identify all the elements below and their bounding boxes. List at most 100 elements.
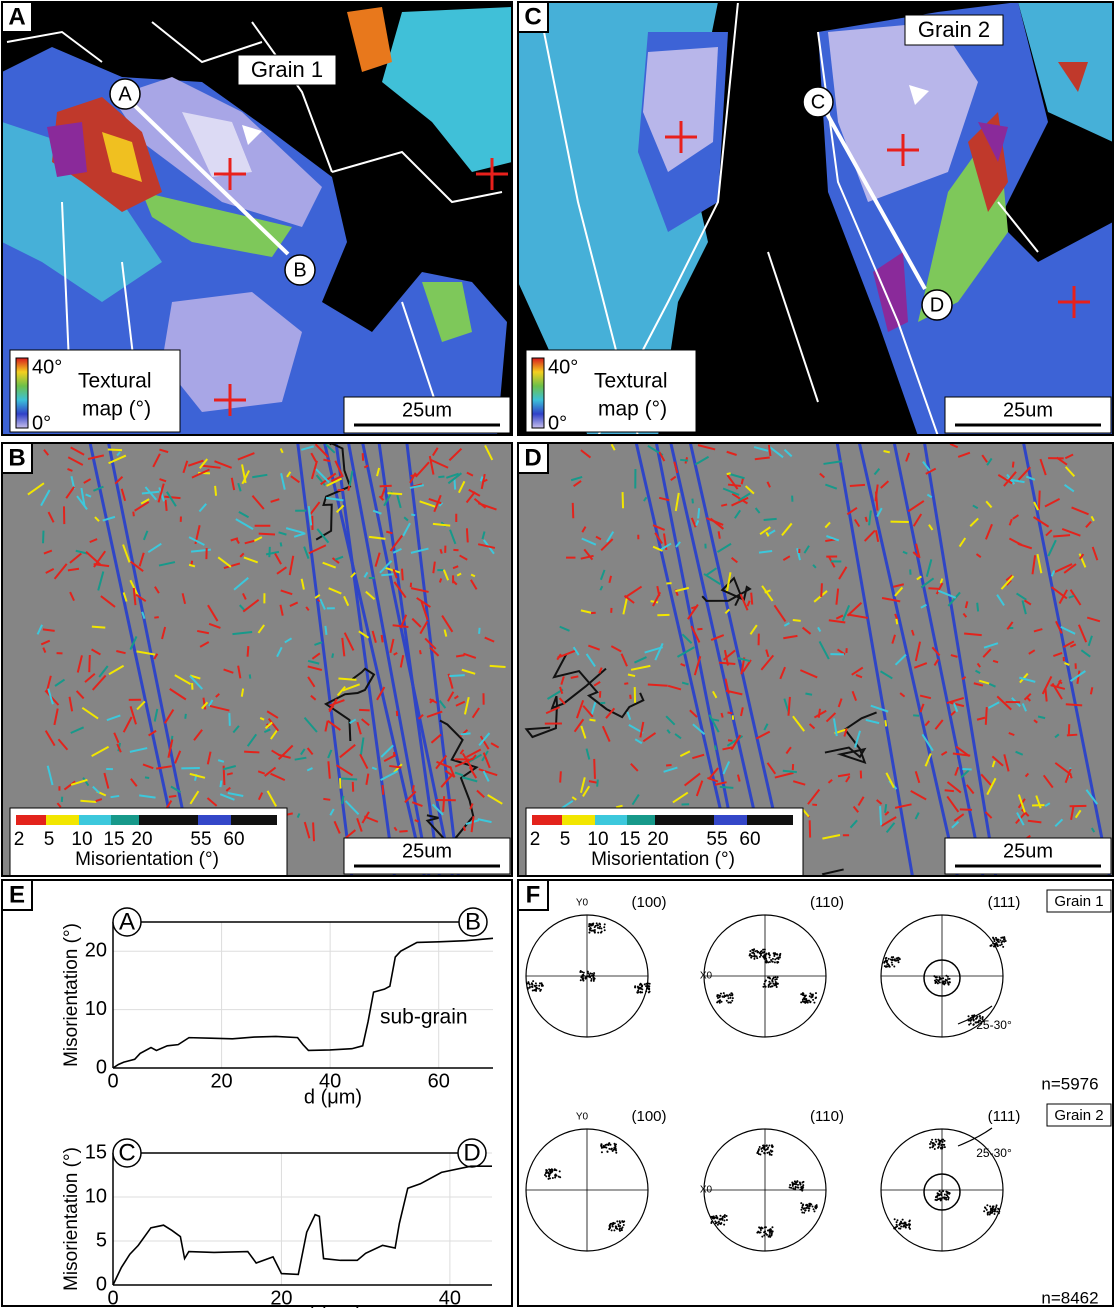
sub-boundary bbox=[403, 516, 409, 522]
sub-boundary bbox=[1069, 670, 1086, 682]
sub-boundary bbox=[585, 653, 596, 667]
sub-boundary bbox=[462, 826, 466, 832]
pole-dot bbox=[640, 987, 643, 990]
pole-dot bbox=[804, 994, 807, 997]
sub-boundary bbox=[925, 467, 937, 475]
sub-boundary bbox=[69, 591, 75, 602]
scale-label: 25um bbox=[402, 840, 452, 862]
sub-boundary bbox=[463, 696, 470, 715]
sub-boundary bbox=[864, 516, 868, 523]
sub-boundary bbox=[1021, 600, 1027, 615]
pole-dot bbox=[764, 1226, 767, 1229]
sub-boundary bbox=[1078, 553, 1087, 568]
pole-dot bbox=[942, 982, 945, 985]
pole-dot bbox=[904, 1221, 907, 1224]
sub-boundary bbox=[47, 688, 54, 705]
sub-boundary bbox=[443, 629, 448, 637]
pole-dot bbox=[766, 1233, 769, 1236]
profile-marker bbox=[458, 907, 488, 937]
scale-box bbox=[944, 837, 1112, 875]
sub-boundary bbox=[410, 587, 429, 593]
sub-boundary bbox=[782, 555, 791, 561]
sub-boundary bbox=[169, 688, 187, 701]
pole-dot bbox=[901, 1218, 904, 1221]
sub-boundary bbox=[627, 673, 636, 678]
pole-dot bbox=[941, 1140, 944, 1143]
sub-boundary bbox=[132, 511, 135, 517]
sub-boundary bbox=[1063, 483, 1075, 493]
pole-dot bbox=[997, 938, 1000, 941]
sub-boundary bbox=[766, 762, 777, 775]
pole-dot bbox=[603, 926, 606, 929]
pole-dot bbox=[765, 952, 768, 955]
pole-dot bbox=[768, 980, 771, 983]
plane-label: (100) bbox=[631, 894, 666, 911]
sub-boundary bbox=[1008, 732, 1015, 737]
pole-dot bbox=[595, 922, 598, 925]
sub-boundary bbox=[588, 644, 601, 651]
panel-label-box bbox=[517, 1, 549, 33]
sub-boundary bbox=[309, 501, 321, 516]
colorbar-segment bbox=[46, 815, 79, 825]
colorbar-tick-label: 15 bbox=[619, 829, 640, 850]
sub-boundary bbox=[53, 708, 59, 726]
sub-boundary bbox=[1033, 719, 1038, 724]
grain-label: Grain 2 bbox=[1054, 1107, 1103, 1124]
colorbar-segment bbox=[139, 815, 198, 825]
sub-boundary bbox=[598, 667, 603, 674]
pole-dot bbox=[801, 1211, 804, 1214]
sub-boundary bbox=[103, 772, 110, 789]
sub-boundary bbox=[140, 498, 150, 505]
sub-boundary bbox=[315, 468, 330, 484]
sub-boundary bbox=[476, 789, 485, 798]
pole-dot bbox=[815, 1206, 818, 1209]
sub-boundary bbox=[884, 811, 890, 816]
pole-dot bbox=[902, 1222, 905, 1225]
sub-boundary bbox=[1031, 555, 1037, 575]
sub-boundary bbox=[314, 593, 321, 599]
sub-boundary bbox=[674, 733, 682, 740]
sub-boundary bbox=[1087, 635, 1093, 647]
sub-boundary bbox=[67, 567, 80, 572]
colorbar-tick-label: 15 bbox=[103, 829, 124, 850]
sub-boundary bbox=[148, 729, 157, 737]
pole-dot bbox=[749, 950, 752, 953]
sub-boundary bbox=[687, 604, 699, 620]
sub-boundary bbox=[401, 568, 404, 581]
sub-boundary bbox=[722, 487, 740, 496]
sub-boundary bbox=[430, 458, 449, 469]
sub-boundary bbox=[708, 767, 719, 780]
sub-boundary bbox=[187, 459, 204, 467]
sub-boundary bbox=[940, 750, 948, 756]
legend-colorbar bbox=[531, 357, 545, 429]
sub-boundary bbox=[883, 450, 890, 454]
sub-boundary bbox=[237, 452, 255, 461]
sub-boundary bbox=[303, 716, 318, 733]
sub-boundary bbox=[328, 698, 338, 713]
sub-boundary bbox=[326, 477, 343, 487]
pole-dot bbox=[813, 1210, 816, 1213]
pole-dot bbox=[767, 1235, 770, 1238]
sub-boundary bbox=[116, 451, 121, 457]
sub-boundary bbox=[630, 763, 639, 772]
y-tick-label: 15 bbox=[85, 1141, 107, 1163]
sub-boundary bbox=[223, 668, 234, 674]
sub-boundary bbox=[455, 700, 466, 707]
sub-boundary bbox=[449, 766, 456, 778]
sub-boundary bbox=[626, 711, 632, 721]
sub-boundary bbox=[75, 549, 88, 555]
pole-dot bbox=[723, 1223, 726, 1226]
sub-boundary bbox=[372, 509, 382, 515]
pole-dot bbox=[893, 959, 896, 962]
sub-boundary bbox=[288, 555, 295, 576]
sub-boundary bbox=[724, 608, 731, 615]
sub-boundary bbox=[381, 573, 394, 577]
sub-boundary bbox=[314, 443, 329, 458]
x-tick-label: 40 bbox=[439, 1287, 461, 1308]
pole-dot bbox=[945, 1196, 948, 1199]
sub-boundary bbox=[914, 770, 921, 784]
pole-dot bbox=[719, 1214, 722, 1217]
pole-dot bbox=[710, 1221, 713, 1224]
sub-boundary bbox=[40, 639, 51, 646]
pole-dot bbox=[796, 1183, 799, 1186]
